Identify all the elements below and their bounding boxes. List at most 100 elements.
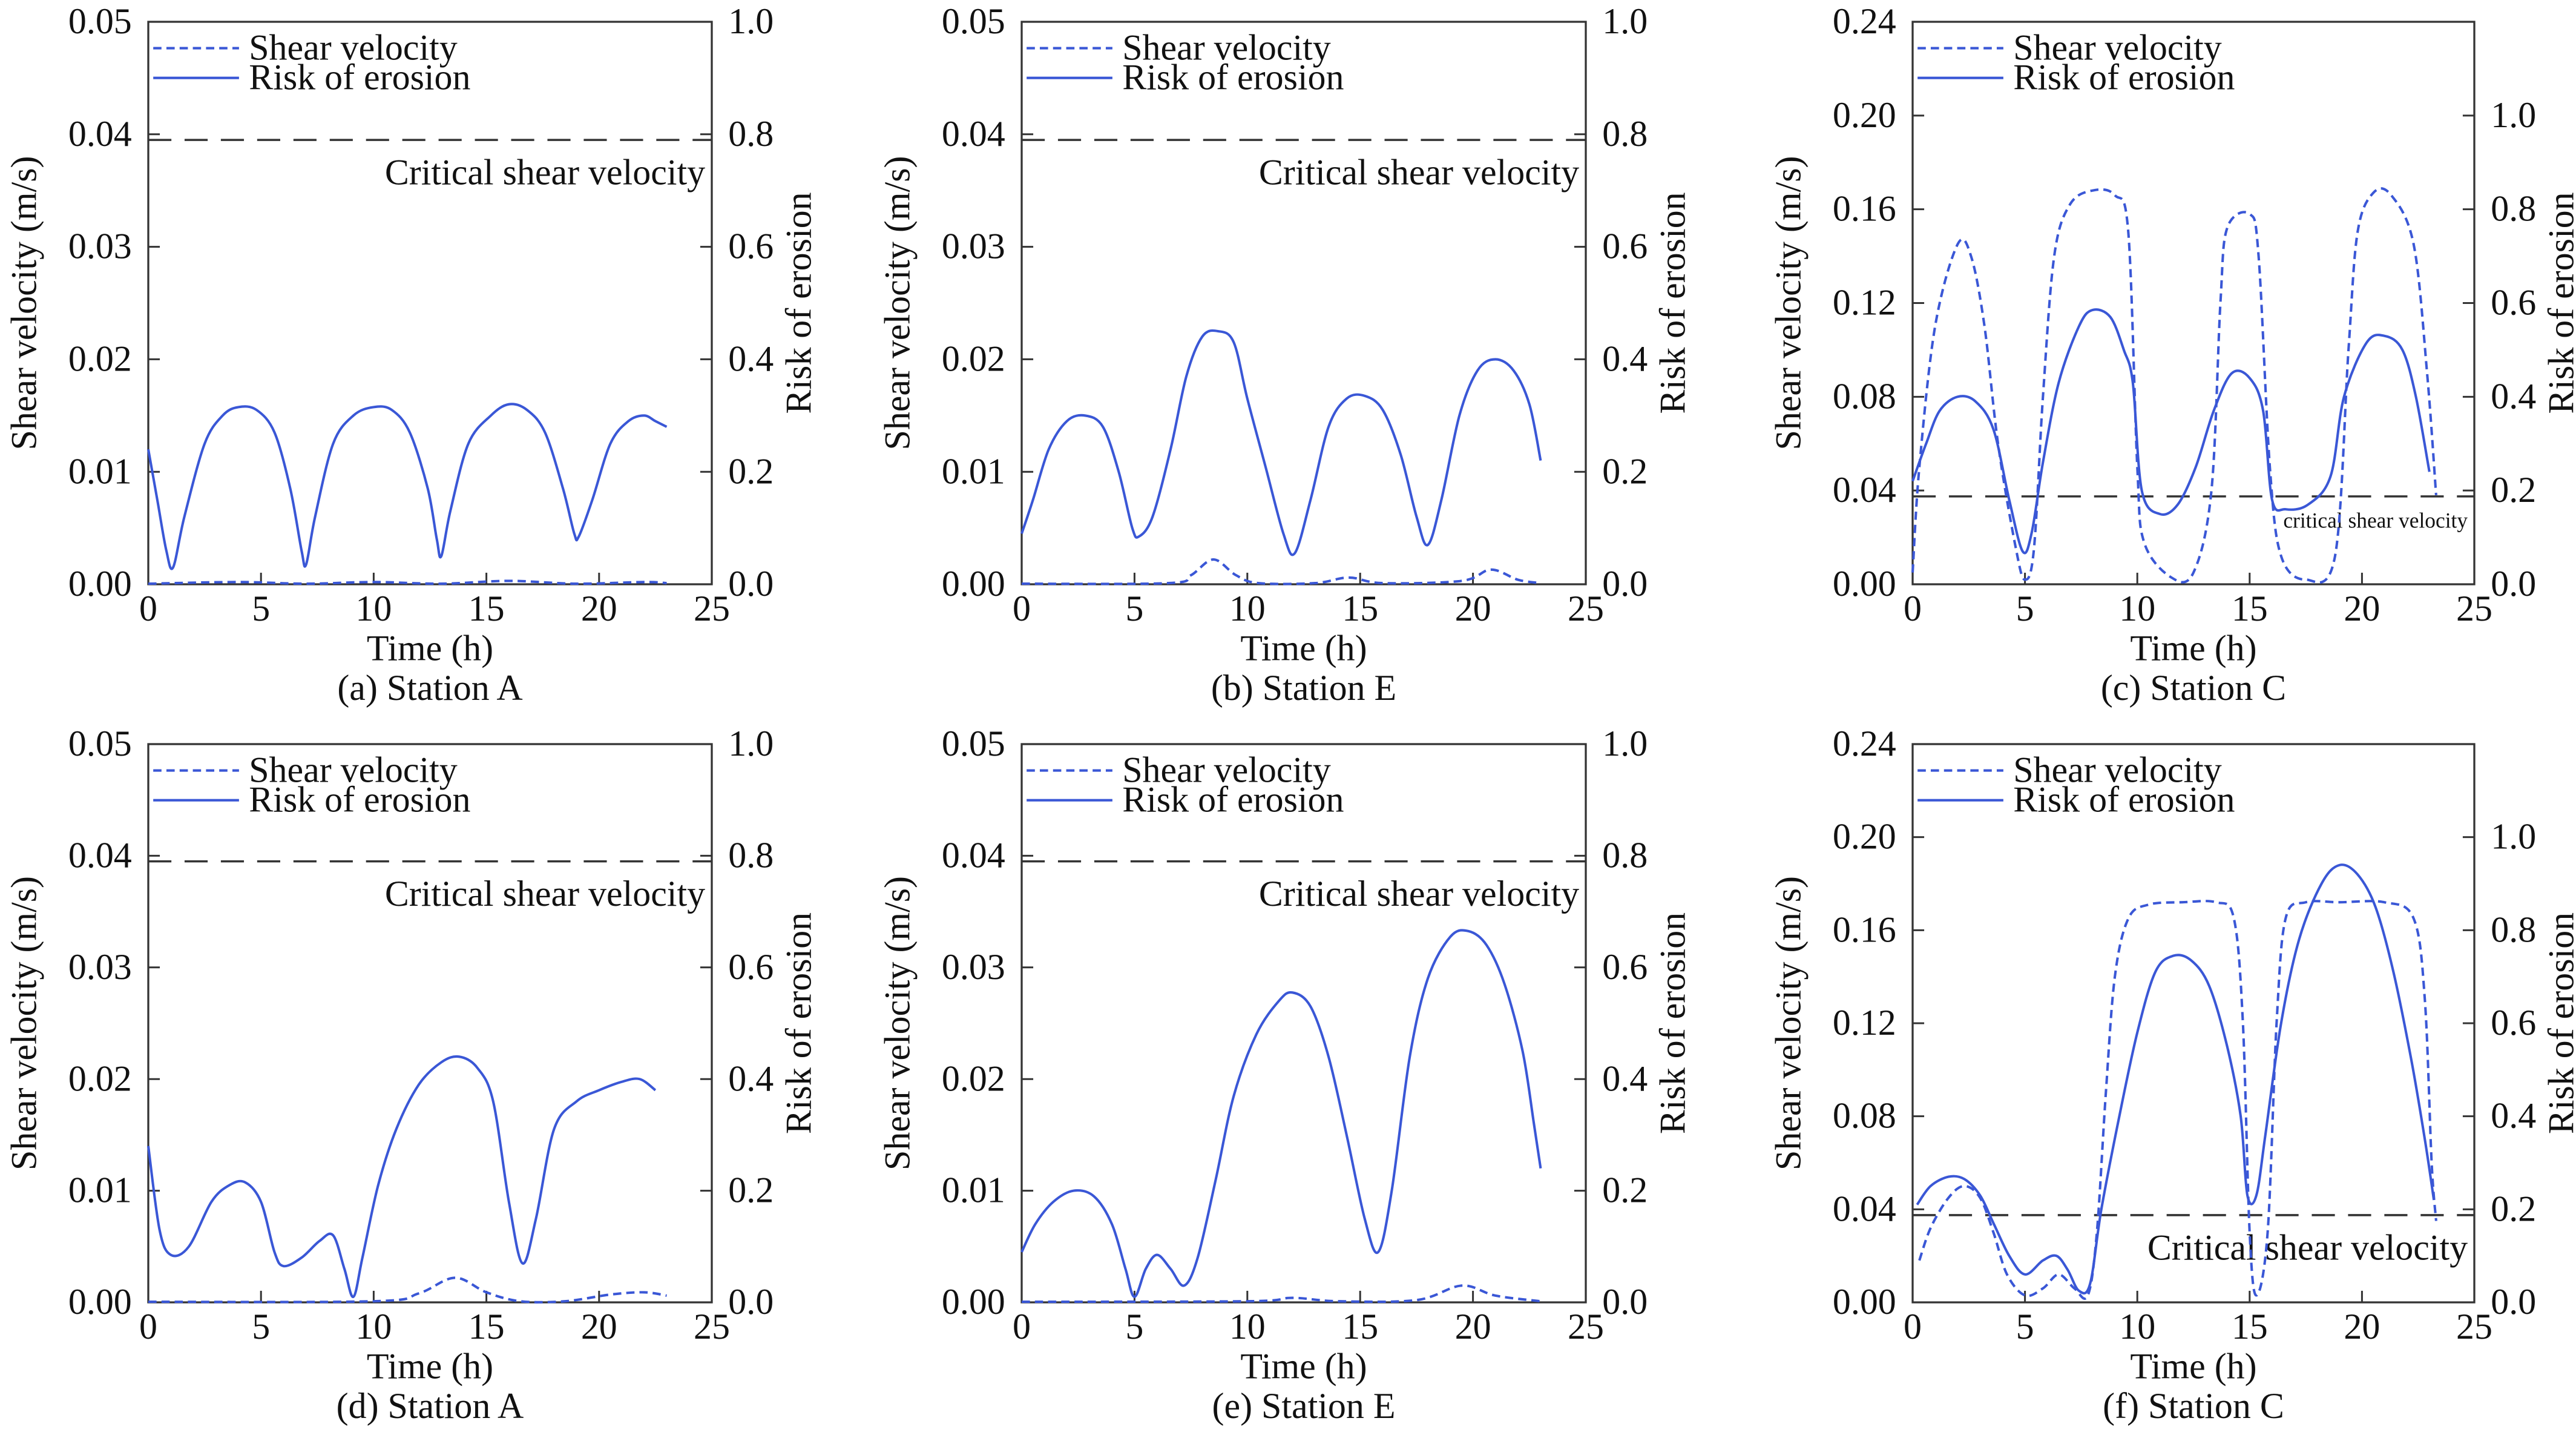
y-tick-label: 0.08 (1833, 376, 1896, 416)
y-tick-label: 0.04 (1833, 470, 1896, 510)
y-tick-label: 0.05 (942, 1, 1005, 41)
panel-caption: (a) Station A (337, 668, 522, 708)
y2-tick-label: 0.0 (2491, 1282, 2536, 1322)
legend-label: Shear velocity (2013, 750, 2222, 790)
x-tick-label: 0 (1013, 589, 1031, 628)
series-risk-of-erosion-line (1020, 929, 1542, 1298)
y2-tick-label: 0.8 (1602, 835, 1648, 875)
y2-tick-label: 0.2 (728, 1170, 774, 1210)
critical-label: Critical shear velocity (385, 153, 705, 193)
series-shear-velocity-line (1918, 900, 2437, 1301)
y2-tick-label: 1.0 (1602, 1, 1648, 41)
y-tick-label: 0.12 (1833, 283, 1896, 323)
x-axis-label: Time (h) (367, 1346, 493, 1386)
y-tick-label: 0.20 (1833, 95, 1896, 135)
y-axis-label: Shear velocity (m/s) (4, 156, 44, 450)
x-axis-label: Time (h) (1240, 628, 1367, 668)
x-tick-label: 25 (1568, 589, 1604, 628)
y2-tick-label: 0.4 (728, 338, 774, 378)
y2-tick-label: 0.8 (728, 835, 774, 875)
y2-tick-label: 0.0 (1602, 1282, 1648, 1322)
panel-caption: (b) Station E (1211, 668, 1396, 708)
y2-axis-label: Risk of erosion (2542, 192, 2576, 414)
x-tick-label: 0 (1904, 1307, 1922, 1347)
plot-frame (1911, 743, 2476, 1304)
panel-caption: (c) Station C (2101, 668, 2286, 708)
x-tick-label: 20 (1455, 1307, 1491, 1347)
y-tick-label: 0.05 (942, 724, 1005, 763)
y-tick-label: 0.00 (1833, 564, 1896, 604)
legend-label: Shear velocity (1122, 750, 1331, 790)
y2-tick-label: 1.0 (728, 724, 774, 763)
y-tick-label: 0.00 (942, 1282, 1005, 1322)
y2-tick-label: 0.2 (1602, 1170, 1648, 1210)
legend-label: Risk of erosion (249, 58, 470, 97)
y-tick-label: 0.01 (68, 1170, 132, 1210)
y2-tick-label: 0.2 (2491, 470, 2536, 510)
plot-frame (147, 743, 713, 1304)
legend-label: Shear velocity (249, 28, 458, 68)
y-tick-label: 0.20 (1833, 817, 1896, 857)
y-tick-label: 0.24 (1833, 1, 1896, 41)
y2-tick-label: 0.4 (728, 1058, 774, 1098)
x-tick-label: 5 (252, 1307, 270, 1347)
y-tick-label: 0.01 (942, 1170, 1005, 1210)
y-tick-label: 0.04 (68, 114, 132, 154)
y-tick-label: 0.03 (68, 226, 132, 266)
x-tick-label: 15 (1342, 589, 1378, 628)
y-tick-label: 0.05 (68, 724, 132, 763)
critical-label: Critical shear velocity (1259, 874, 1579, 914)
x-axis-label: Time (h) (2130, 628, 2256, 668)
series-shear-velocity-line (1021, 1284, 1541, 1304)
chart-panel-4: 0 5 10 15 20 25 0.00 0.01 0.02 0.03 0.04 0.05 0.0 0.2… (878, 724, 1693, 1426)
y2-tick-label: 0.0 (728, 564, 774, 604)
y2-tick-label: 0.6 (2491, 1003, 2536, 1043)
y2-tick-label: 1.0 (1602, 724, 1648, 763)
x-tick-label: 0 (1013, 1307, 1031, 1347)
y2-tick-label: 0.6 (1602, 226, 1648, 266)
x-tick-label: 25 (694, 1307, 730, 1347)
y2-tick-label: 0.8 (1602, 114, 1648, 154)
plot-frame (1020, 743, 1587, 1304)
y2-tick-label: 1.0 (728, 1, 774, 41)
y2-tick-label: 0.6 (728, 226, 774, 266)
y-axis-label: Shear velocity (m/s) (1769, 156, 1809, 450)
chart-panel-1: 0 5 10 15 20 25 0.00 0.01 0.02 0.03 0.04 0.05 0.0 0.2… (878, 1, 1693, 708)
x-tick-label: 15 (1342, 1307, 1378, 1347)
panel-caption: (e) Station E (1212, 1386, 1396, 1426)
critical-label: Critical shear velocity (1259, 153, 1579, 193)
x-tick-label: 10 (2119, 1307, 2155, 1347)
y-axis-label: Shear velocity (m/s) (1769, 876, 1809, 1170)
y2-axis-label: Risk of erosion (1653, 192, 1693, 414)
x-tick-label: 5 (1125, 589, 1143, 628)
x-tick-label: 25 (2456, 589, 2492, 628)
x-tick-label: 20 (581, 1307, 617, 1347)
y2-tick-label: 0.6 (1602, 947, 1648, 987)
x-axis-label: Time (h) (2130, 1346, 2256, 1386)
x-tick-label: 5 (2016, 1307, 2034, 1347)
y-tick-label: 0.04 (942, 114, 1005, 154)
plot-frame (1020, 21, 1587, 585)
x-tick-label: 5 (1125, 1307, 1143, 1347)
y2-tick-label: 0.6 (728, 947, 774, 987)
y-tick-label: 0.04 (942, 835, 1005, 875)
legend-label: Risk of erosion (1122, 58, 1344, 97)
y-tick-label: 0.05 (68, 1, 132, 41)
x-tick-label: 5 (2016, 589, 2034, 628)
y-tick-label: 0.04 (1833, 1189, 1896, 1228)
y-tick-label: 0.00 (1833, 1282, 1896, 1322)
y2-tick-label: 0.8 (728, 114, 774, 154)
critical-label: Critical shear velocity (2147, 1228, 2468, 1268)
x-tick-label: 5 (252, 589, 270, 628)
y2-tick-label: 0.8 (2491, 909, 2536, 949)
critical-label: critical shear velocity (2283, 509, 2468, 533)
y-axis-label: Shear velocity (m/s) (878, 156, 918, 450)
x-tick-label: 20 (581, 589, 617, 628)
series-risk-of-erosion-line (1020, 329, 1542, 556)
x-tick-label: 20 (2344, 1307, 2380, 1347)
legend-label: Risk of erosion (249, 780, 470, 820)
y2-tick-label: 0.4 (2491, 1096, 2536, 1136)
y-tick-label: 0.24 (1833, 724, 1896, 763)
y2-tick-label: 0.0 (2491, 564, 2536, 604)
y-tick-label: 0.00 (68, 564, 132, 604)
